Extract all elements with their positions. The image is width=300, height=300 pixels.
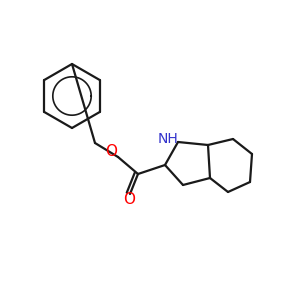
- Text: NH: NH: [158, 132, 178, 146]
- Text: O: O: [123, 191, 135, 206]
- Text: O: O: [105, 145, 117, 160]
